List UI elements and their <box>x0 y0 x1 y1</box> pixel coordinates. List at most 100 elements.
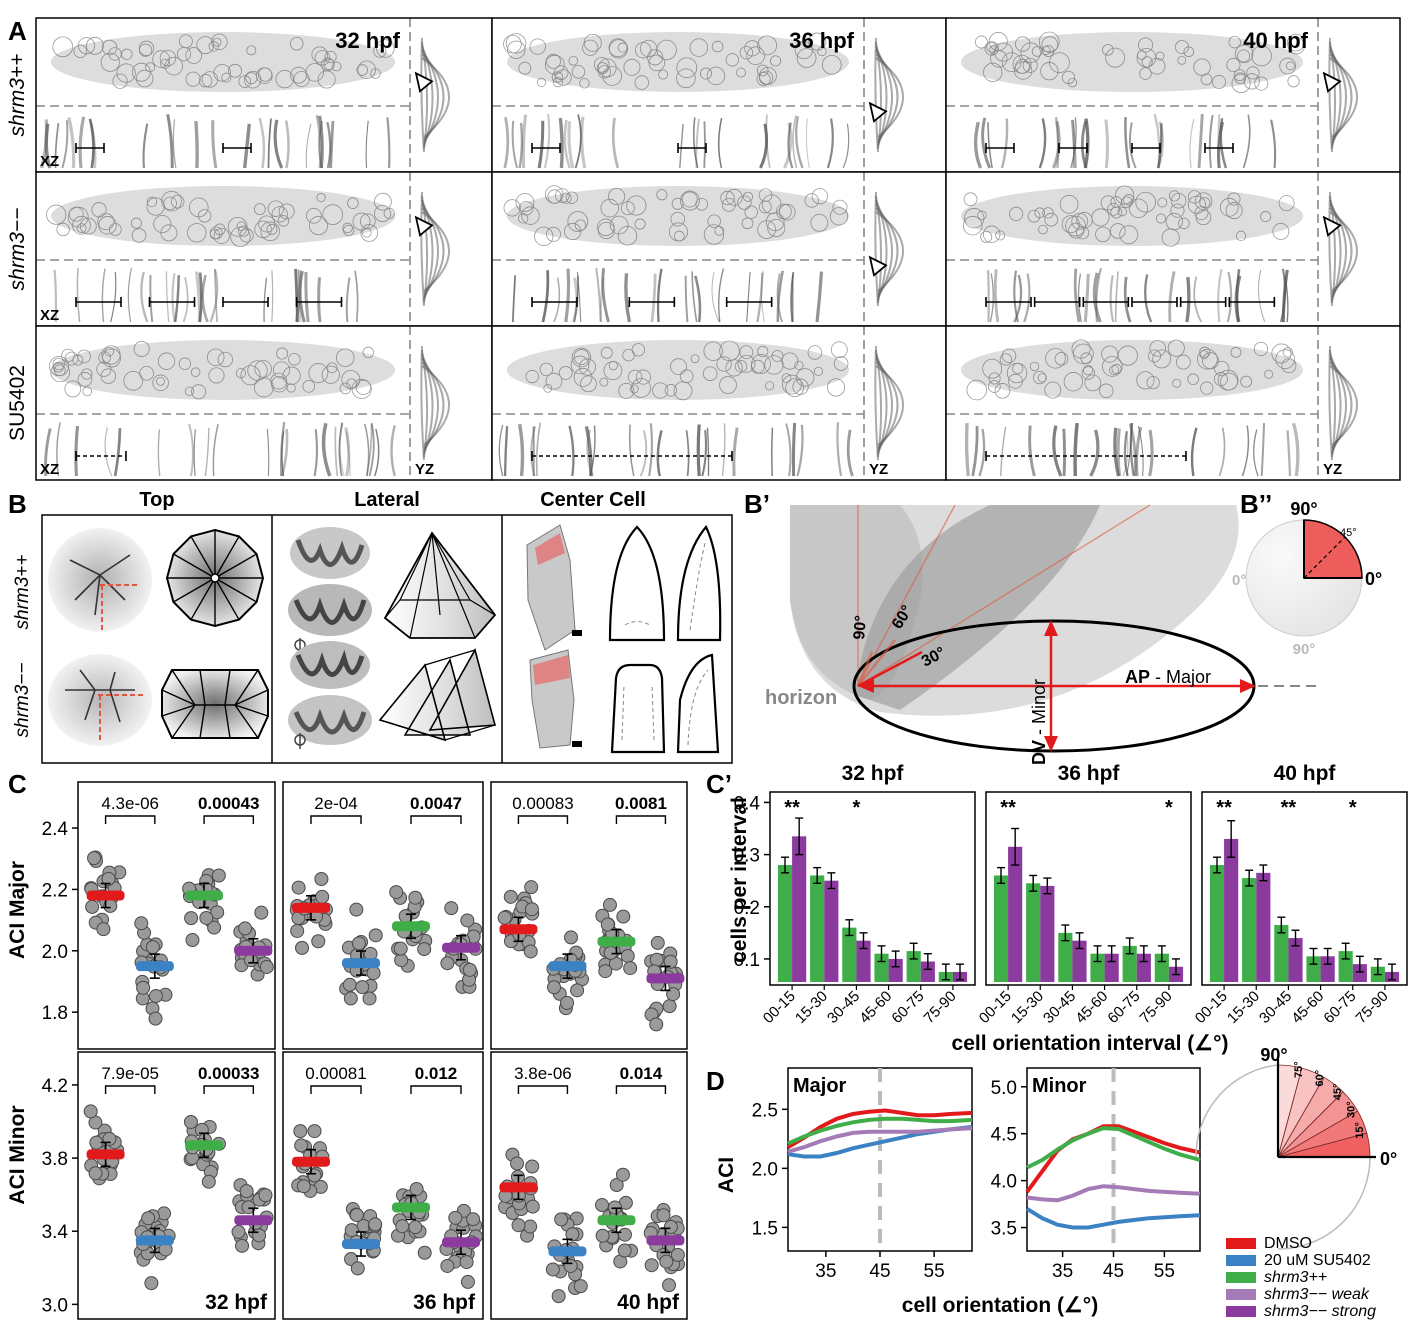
cell-outline <box>351 378 372 399</box>
cell-outline <box>1155 51 1165 61</box>
cell-profile <box>188 423 194 477</box>
bar <box>1026 883 1041 982</box>
cell-profile <box>568 425 575 477</box>
cell-outline <box>1214 360 1230 377</box>
top-view-tissue <box>960 186 1304 246</box>
cell-profile <box>1104 119 1109 169</box>
cell-outline <box>178 34 193 49</box>
cell-outline <box>720 190 735 206</box>
row-label: shrm3−− <box>6 208 29 291</box>
panel-b: B Top Lateral Center Cell shrm3++ shrm3−… <box>8 489 733 764</box>
cell-profile <box>792 115 798 169</box>
cell-outline <box>131 228 147 243</box>
cell-outline <box>138 40 155 56</box>
cp-ylabel: cells per interval <box>728 797 751 963</box>
cell-profile <box>166 113 174 169</box>
cell-outline <box>1084 374 1102 392</box>
cell-outline <box>1054 352 1069 366</box>
x-tick-label: 30-45 <box>1256 988 1295 1027</box>
cell-outline <box>1217 369 1239 391</box>
cell-outline <box>1061 215 1080 234</box>
cell-outline <box>1264 369 1274 379</box>
cell-outline <box>1076 212 1093 229</box>
micrograph-tile <box>945 171 1401 327</box>
cell-outline <box>308 363 329 384</box>
cell-outline <box>571 347 592 368</box>
cell-profile <box>104 427 113 477</box>
cell-outline <box>326 362 338 374</box>
cell-profile <box>656 268 663 323</box>
cell-outline <box>536 77 547 87</box>
cell-profile <box>279 421 286 477</box>
observation-dot <box>560 995 575 1010</box>
cell-profile <box>345 431 351 477</box>
cell-outline <box>609 215 629 235</box>
cell-outline <box>1195 209 1212 226</box>
cell-outline <box>670 211 686 227</box>
timepoint-label: 32 hpf <box>205 1291 268 1314</box>
cell-outline <box>571 65 586 79</box>
xz-label: XZ <box>40 307 59 324</box>
observation-dot <box>570 983 585 998</box>
cell-outline <box>711 40 724 53</box>
observation-dot <box>210 905 225 920</box>
bar <box>1104 953 1119 982</box>
cell-outline <box>213 227 230 244</box>
quarter-ray-label: 15° <box>1354 1122 1366 1139</box>
cell-outline <box>1013 61 1033 80</box>
cell-outline <box>1007 373 1023 389</box>
cell-outline <box>188 197 209 218</box>
x-tick-label: 45-60 <box>1288 988 1327 1027</box>
cell-outline <box>963 208 985 229</box>
observation-dot <box>199 910 214 925</box>
cell-mesh <box>503 32 842 90</box>
series-line <box>787 1116 973 1146</box>
top-wt-schematic <box>165 528 265 628</box>
cell-outline <box>1152 349 1172 369</box>
panel-a-row-labels: shrm3++ shrm3−− SU5402 <box>6 54 29 441</box>
cell-outline <box>1081 366 1095 380</box>
panel-c: C ACI Major ACI Minor 2.4 2.2 2.0 1.8 4.3e-0… <box>6 769 688 1320</box>
yz-profile <box>421 57 450 138</box>
cell-outline <box>573 349 590 365</box>
cell-profile <box>1113 427 1121 477</box>
cell-profile <box>1072 120 1075 169</box>
observation-dot <box>662 1278 677 1293</box>
cell-outline <box>676 68 696 89</box>
cell-profile <box>1260 423 1266 477</box>
group-median-bar <box>597 1215 636 1226</box>
cell-outline <box>670 358 687 375</box>
cell-outline <box>81 368 93 380</box>
y-tick-label: 0.2 <box>734 898 760 919</box>
cell-outline <box>1219 197 1239 217</box>
observation-dot <box>148 1011 163 1026</box>
y-tick-label: 2.0 <box>42 942 68 963</box>
cell-outline <box>739 345 754 360</box>
y-tick-label: 2.5 <box>752 1100 778 1121</box>
cell-outline <box>629 384 639 394</box>
p-value: 2e-04 <box>314 794 357 813</box>
lumen-brackets <box>75 143 252 153</box>
observation-dot <box>235 1238 250 1253</box>
cell-profile <box>1217 121 1225 169</box>
timepoint-label: 36 hpf <box>413 1291 476 1314</box>
top-mut-schematic <box>161 669 269 739</box>
x-tick-label: 55 <box>1154 1261 1175 1282</box>
observation-dot <box>466 1212 481 1227</box>
cell-outline <box>673 230 685 242</box>
cell-outline <box>1187 373 1199 385</box>
cell-profile <box>535 422 542 477</box>
cell-outline <box>690 354 700 364</box>
cell-profile <box>318 121 324 169</box>
observation-dot <box>296 1179 311 1194</box>
cell-outline <box>323 58 335 71</box>
cell-outline <box>758 70 774 86</box>
bar <box>1306 956 1321 982</box>
cell-outline <box>1240 375 1253 388</box>
cell-profile <box>964 422 970 477</box>
cell-profile <box>574 114 582 169</box>
p-value: 0.0081 <box>615 794 667 813</box>
observation-dot <box>546 980 561 995</box>
observation-dot <box>408 1220 423 1235</box>
